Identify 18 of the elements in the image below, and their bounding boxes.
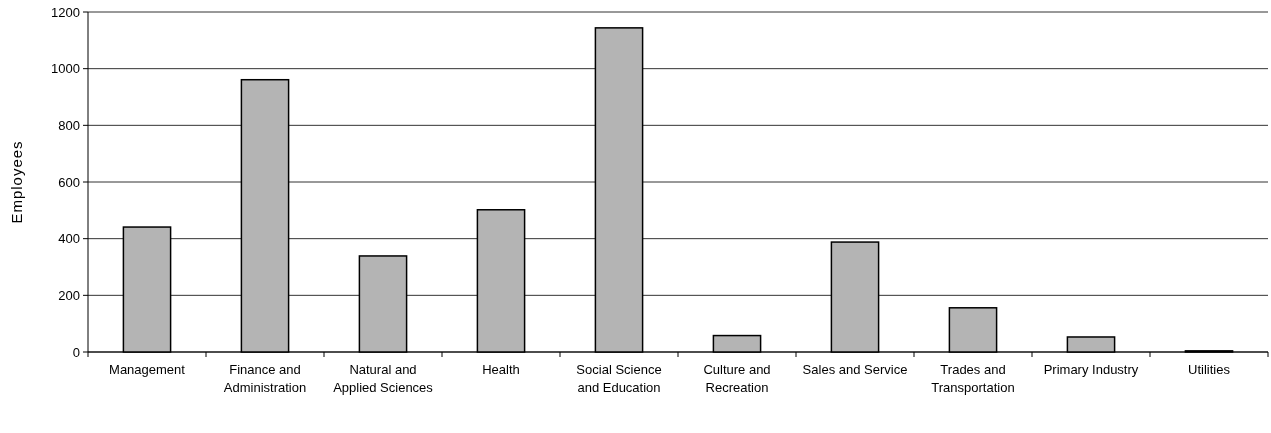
x-tick-label: Management [109,362,186,377]
x-tick-label: Health [482,362,520,377]
y-tick-label: 1200 [51,4,80,20]
x-tick-label: Finance and Administration [223,362,307,395]
x-tick-label: Primary Industry [1043,362,1139,377]
x-tick-label: Culture and Recreation [703,362,771,395]
y-axis-title: Employees [8,140,25,224]
y-tick-label: 0 [72,344,80,360]
x-tick-label: Utilities [1188,362,1231,377]
y-tick-label: 800 [58,117,80,133]
y-tick-label: 400 [58,231,80,247]
y-tick-label: 600 [58,174,80,190]
x-tick-label: Sales and Service [802,362,908,377]
x-tick-label: Trades and Transportation [931,362,1015,395]
x-tick-label: Social Science and Education [576,362,662,395]
y-tick-label: 200 [58,287,80,303]
y-tick-label: 1000 [51,61,80,77]
x-tick-label: Natural and Applied Sciences [333,362,434,395]
